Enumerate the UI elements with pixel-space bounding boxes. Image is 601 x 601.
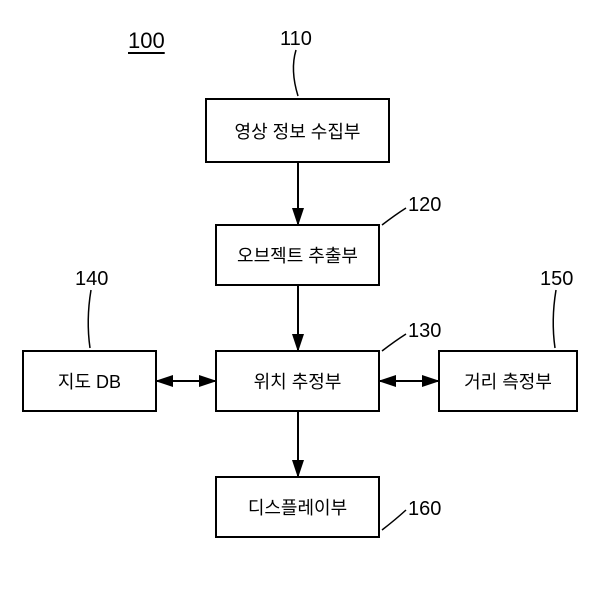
node-n120: 오브젝트 추출부 xyxy=(215,224,380,286)
ref-label-130: 130 xyxy=(408,320,441,343)
leader-160 xyxy=(382,510,406,530)
ref-label-160: 160 xyxy=(408,498,441,521)
diagram-title-ref: 100 xyxy=(128,28,165,54)
ref-label-140: 140 xyxy=(75,268,108,291)
ref-label-110: 110 xyxy=(280,28,312,51)
leader-140 xyxy=(88,290,91,348)
leader-110 xyxy=(293,50,298,96)
node-n110: 영상 정보 수집부 xyxy=(205,98,390,163)
leader-130 xyxy=(382,334,406,351)
leader-150 xyxy=(553,290,556,348)
node-n150: 거리 측정부 xyxy=(438,350,578,412)
node-n130: 위치 추정부 xyxy=(215,350,380,412)
ref-label-120: 120 xyxy=(408,194,441,217)
node-n160: 디스플레이부 xyxy=(215,476,380,538)
ref-label-150: 150 xyxy=(540,268,573,291)
leader-120 xyxy=(382,208,406,225)
node-n140: 지도 DB xyxy=(22,350,157,412)
